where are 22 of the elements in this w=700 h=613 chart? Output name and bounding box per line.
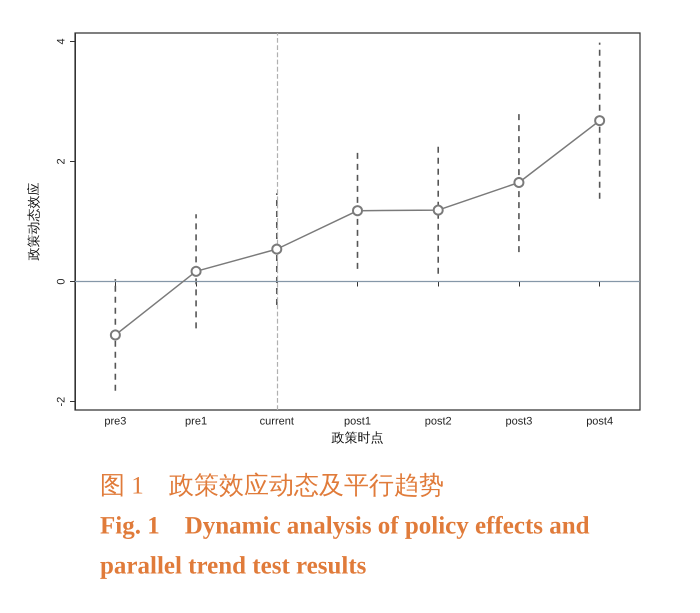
caption: 图 1 政策效应动态及平行趋势 (100, 472, 444, 500)
x-tick-label: post4 (586, 416, 614, 428)
x-tick-label: pre3 (104, 416, 126, 428)
point (432, 204, 444, 216)
point (513, 176, 524, 188)
y-tick-label: 2 (56, 158, 68, 165)
y-tick-label: 0 (56, 278, 68, 285)
point (110, 329, 121, 340)
point (271, 244, 282, 255)
y-axis-title: 政策动态效应 (26, 182, 42, 260)
y-tick-label: 4 (56, 38, 68, 44)
x-axis-title: 政策时点 (332, 430, 384, 446)
x-tick-label: post2 (424, 416, 452, 428)
point (594, 115, 606, 126)
caption: Fig. 1 Dynamic analysis of policy effects and parallel trend test results (100, 512, 596, 580)
x-tick-label: current (260, 416, 294, 428)
point (352, 205, 363, 216)
x-tick-label: pre1 (185, 416, 208, 428)
y-tick-label: -2 (56, 396, 68, 406)
x-tick-label: post1 (344, 416, 371, 428)
point (190, 266, 202, 277)
x-tick-label: post3 (505, 416, 532, 428)
